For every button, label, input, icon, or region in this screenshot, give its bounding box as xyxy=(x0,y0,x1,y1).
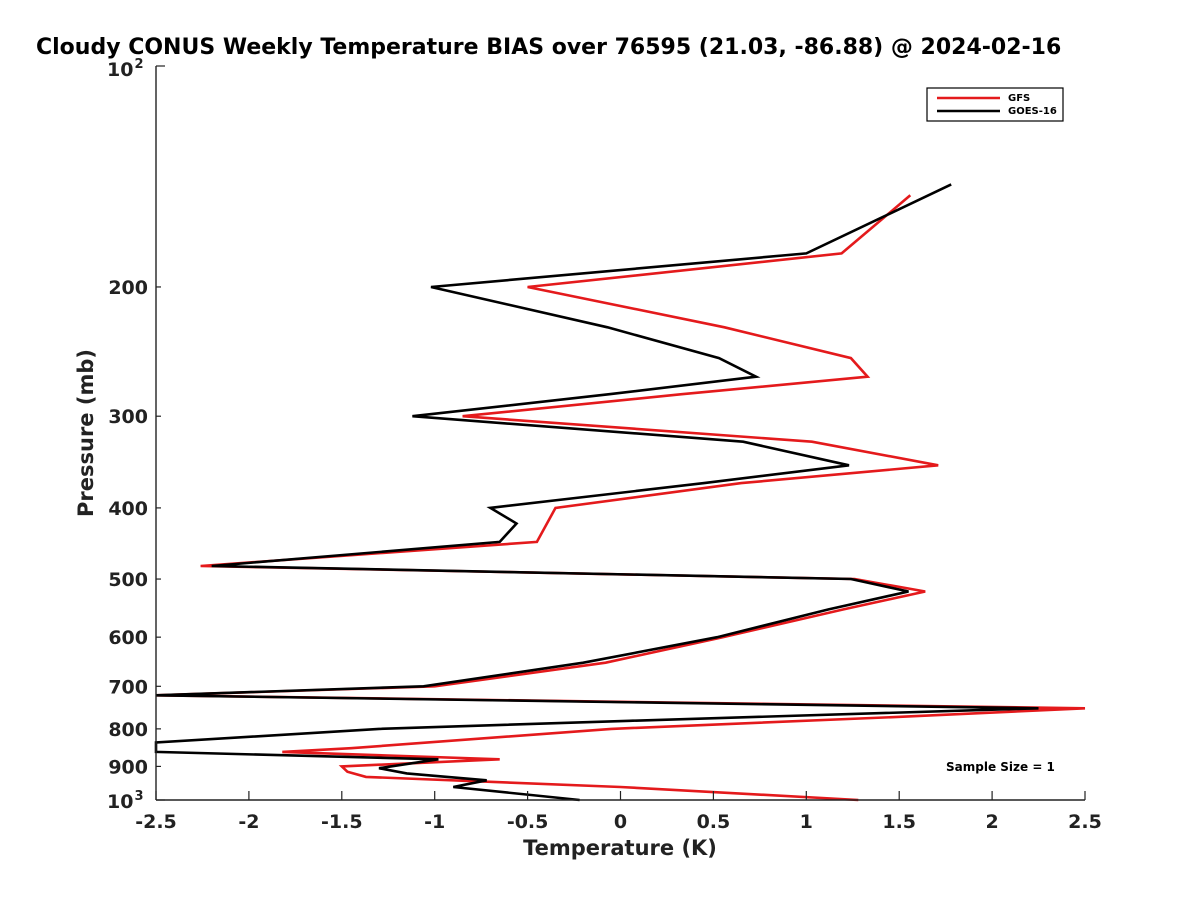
series-line-goes16 xyxy=(154,183,1039,802)
y-tick-label: 400 xyxy=(108,498,148,520)
y-top-label-exp: 2 xyxy=(134,57,143,72)
x-tick-label: 1.5 xyxy=(882,811,916,833)
plot-lines xyxy=(154,183,1086,802)
chart-title: Cloudy CONUS Weekly Temperature BIAS ove… xyxy=(36,35,1061,60)
y-tick-label: 300 xyxy=(108,406,148,428)
legend-label-gfs: GFS xyxy=(1008,93,1030,104)
x-tick-label: 1 xyxy=(800,811,813,833)
x-tick-label: -1 xyxy=(424,811,445,833)
x-axis-label: Temperature (K) xyxy=(523,836,717,860)
y-top-label-base: 10 xyxy=(107,59,133,81)
x-tick-label: -2 xyxy=(238,811,259,833)
y-ticks: 200 300 400 500 600 700 800 900 xyxy=(108,65,165,801)
y-bottom-label-base: 10 xyxy=(107,791,133,813)
y-tick-label: 800 xyxy=(108,719,148,741)
y-bottom-label-exp: 3 xyxy=(134,789,143,804)
x-tick-label: -2.5 xyxy=(135,811,177,833)
sample-size-annotation: Sample Size = 1 xyxy=(946,760,1055,774)
y-axis-label: Pressure (mb) xyxy=(74,349,98,517)
y-tick-label: 500 xyxy=(108,569,148,591)
x-tick-label: 0 xyxy=(614,811,627,833)
y-tick-label: 900 xyxy=(108,756,148,778)
x-tick-label: 2 xyxy=(985,811,998,833)
y-bottom-label: 103 xyxy=(107,789,144,813)
x-tick-label: 2.5 xyxy=(1068,811,1102,833)
x-ticks: -2.5 -2 -1.5 -1 -0.5 0 0.5 1 1.5 2 2.5 xyxy=(135,791,1102,833)
y-tick-label: 600 xyxy=(108,627,148,649)
series-line-gfs xyxy=(155,194,1086,802)
legend-box xyxy=(926,87,1064,122)
y-tick-label: 700 xyxy=(108,676,148,698)
x-tick-label: -1.5 xyxy=(321,811,363,833)
legend-label-goes16: GOES-16 xyxy=(1008,106,1057,117)
x-tick-label: -0.5 xyxy=(507,811,549,833)
legend: GFS GOES-16 xyxy=(926,87,1064,122)
y-top-label: 102 xyxy=(107,57,144,81)
y-tick-label: 200 xyxy=(108,277,148,299)
x-tick-label: 0.5 xyxy=(697,811,731,833)
